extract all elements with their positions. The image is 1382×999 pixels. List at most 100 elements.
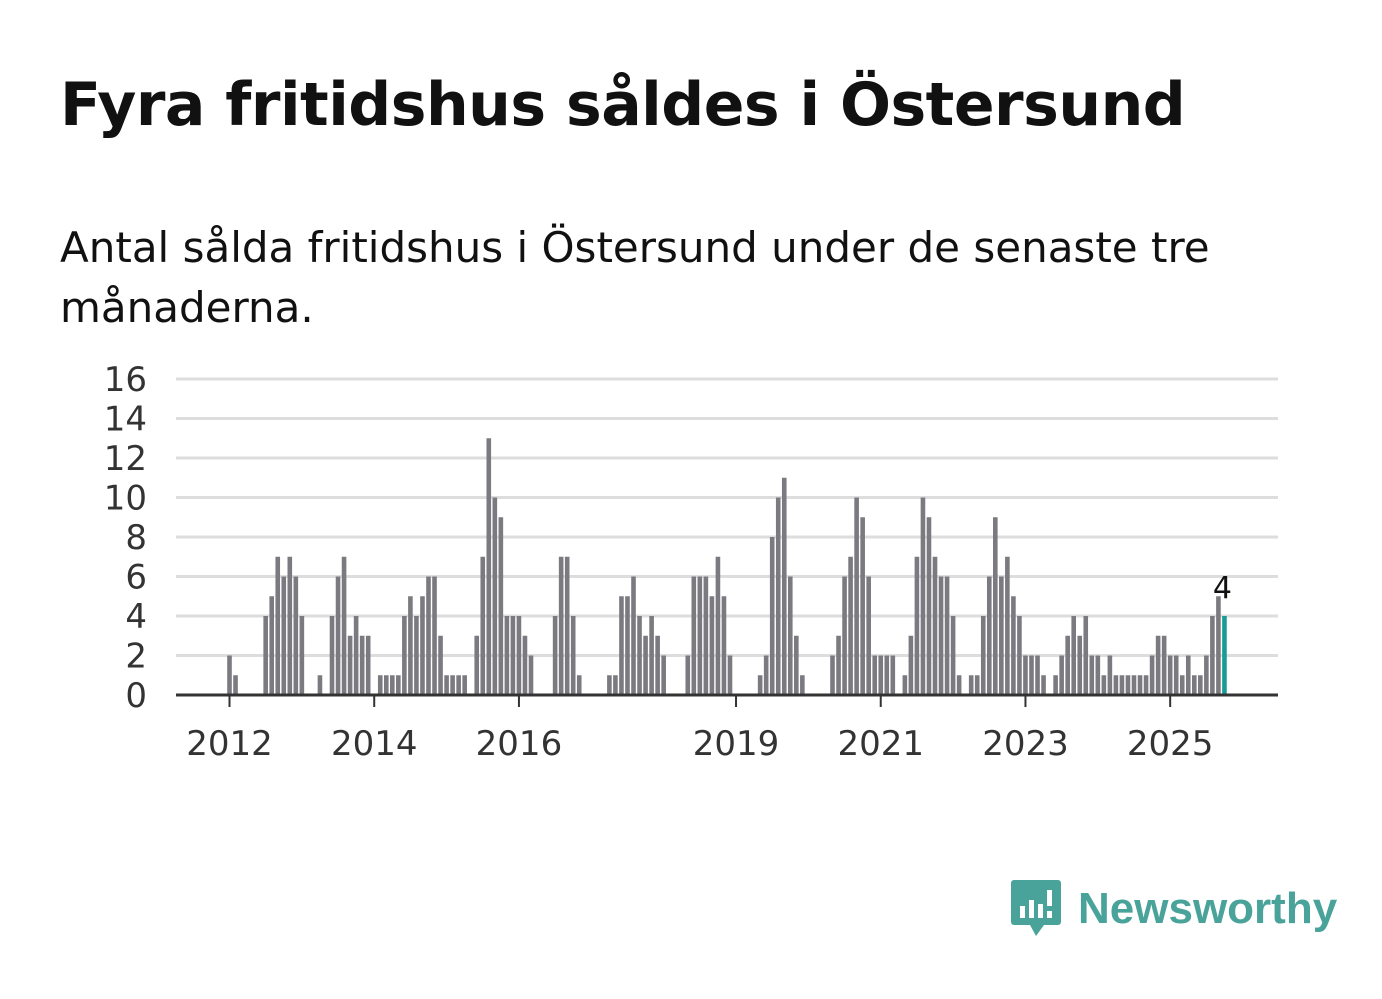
y-tick-label: 2 [125,637,147,677]
bar [631,576,636,695]
bar [462,675,467,695]
bar [727,655,733,695]
bar [558,556,564,695]
bar [486,438,492,695]
bar [359,635,365,695]
bar [781,477,787,695]
chart-title: Fyra fritidshus såldes i Östersund [60,70,1186,140]
bar [1059,655,1064,695]
bar [1137,675,1143,695]
bar [377,675,383,695]
bar [396,675,401,695]
bar [293,576,299,695]
bar [341,556,347,695]
bar [794,635,799,695]
bar [980,616,986,695]
bar [564,556,570,695]
bar [854,497,859,695]
bar [637,616,642,695]
x-axis: 2012 2014 2016 2019 2021 2023 2025 [176,693,1278,764]
bar [456,675,461,695]
bar [649,616,654,695]
bar [1185,655,1191,695]
bar [335,576,341,695]
bar [613,675,618,695]
bar [1101,675,1107,695]
bar [1017,616,1022,695]
y-tick-label: 8 [125,518,147,558]
x-tick-label: 2025 [1127,724,1214,764]
bar [1011,596,1016,695]
bar [1149,655,1155,695]
bar [1041,675,1046,695]
bar [1131,675,1137,695]
bar [866,576,871,695]
bar [528,655,534,695]
bar [1035,655,1040,695]
bar [275,556,281,695]
bar [426,576,431,695]
bar [420,596,425,695]
bar [830,655,835,695]
bar [390,675,395,695]
bar [938,576,944,695]
bar [655,635,660,695]
bar [353,616,359,695]
bar [438,635,443,695]
bar [775,497,781,695]
bar [968,675,974,695]
bar [697,576,703,695]
bar [570,616,576,695]
bar [299,616,305,695]
latest-value-label: 4 [1213,571,1232,606]
bar [926,517,932,695]
bar [408,596,413,695]
newsworthy-logo: Newsworthy [1010,878,1337,940]
bar [643,635,648,695]
brand-name: Newsworthy [1078,884,1338,933]
bar [902,675,908,695]
bar [763,655,769,695]
bar [920,497,926,695]
x-tick-label: 2012 [186,724,273,764]
bar [414,616,419,695]
bar [329,616,335,695]
x-tick-label: 2023 [982,724,1069,764]
bar [504,616,510,695]
bar [890,655,896,695]
bar [956,675,962,695]
bar [721,596,727,695]
bar [1143,675,1149,695]
bar [450,675,455,695]
y-tick-label: 6 [125,558,147,598]
bar [1023,655,1028,695]
bar [1204,655,1209,695]
bar [1029,655,1034,695]
bar [1071,616,1076,695]
bar [1198,675,1203,695]
bar [800,675,805,695]
bar [1053,675,1058,695]
bar [661,655,666,695]
bar [552,616,558,695]
bar [974,675,980,695]
bar [474,635,480,695]
bar [480,556,486,695]
bar [516,616,522,695]
x-tick-label: 2021 [837,724,924,764]
y-tick-label: 12 [104,439,147,479]
x-tick-label: 2014 [331,724,418,764]
bar [1192,675,1197,695]
bar [1161,635,1167,695]
bar [619,596,624,695]
bar [1095,655,1101,695]
bar [365,635,371,695]
newsworthy-logo-icon [1011,880,1061,936]
bar [950,616,956,695]
bar [999,576,1004,695]
bar [1083,616,1089,695]
bar [878,655,884,695]
bar [233,675,238,695]
annotations: 4 [1213,571,1232,606]
gridlines [176,377,1278,657]
